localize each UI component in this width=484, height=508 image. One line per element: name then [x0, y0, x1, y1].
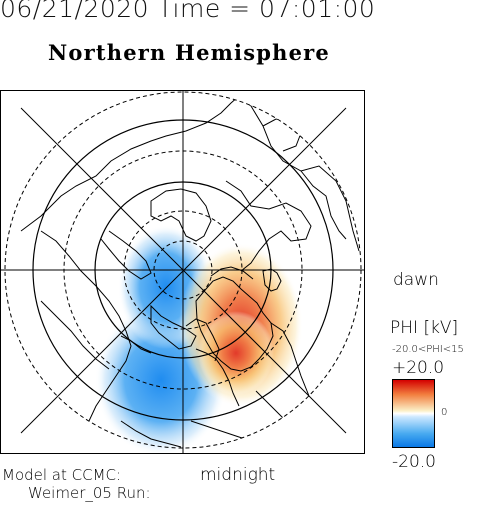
polar-potential-map	[0, 90, 365, 454]
midnight-label: midnight	[200, 465, 276, 485]
hemisphere-title: Northern Hemisphere	[48, 40, 330, 65]
run-label: Weimer_05 Run:	[28, 484, 151, 502]
legend-max-label: +20.0	[392, 358, 445, 378]
dawn-label: dawn	[393, 270, 439, 290]
legend-zero-label: 0	[441, 407, 448, 418]
legend-range: -20.0<PHI<15	[392, 344, 464, 355]
legend-min-label: -20.0	[392, 452, 436, 472]
meridian-diagonal-b	[20, 107, 347, 434]
legend-title: PHI [kV]	[390, 318, 459, 338]
colorbar	[392, 379, 435, 448]
polar-grid	[1, 91, 364, 453]
polar-map-svg	[1, 91, 364, 453]
model-label: Model at CCMC:	[2, 466, 122, 484]
plot-datetime-title: 06/21/2020 Time = 07:01:00	[0, 0, 376, 23]
positive-potential-core	[198, 311, 274, 395]
